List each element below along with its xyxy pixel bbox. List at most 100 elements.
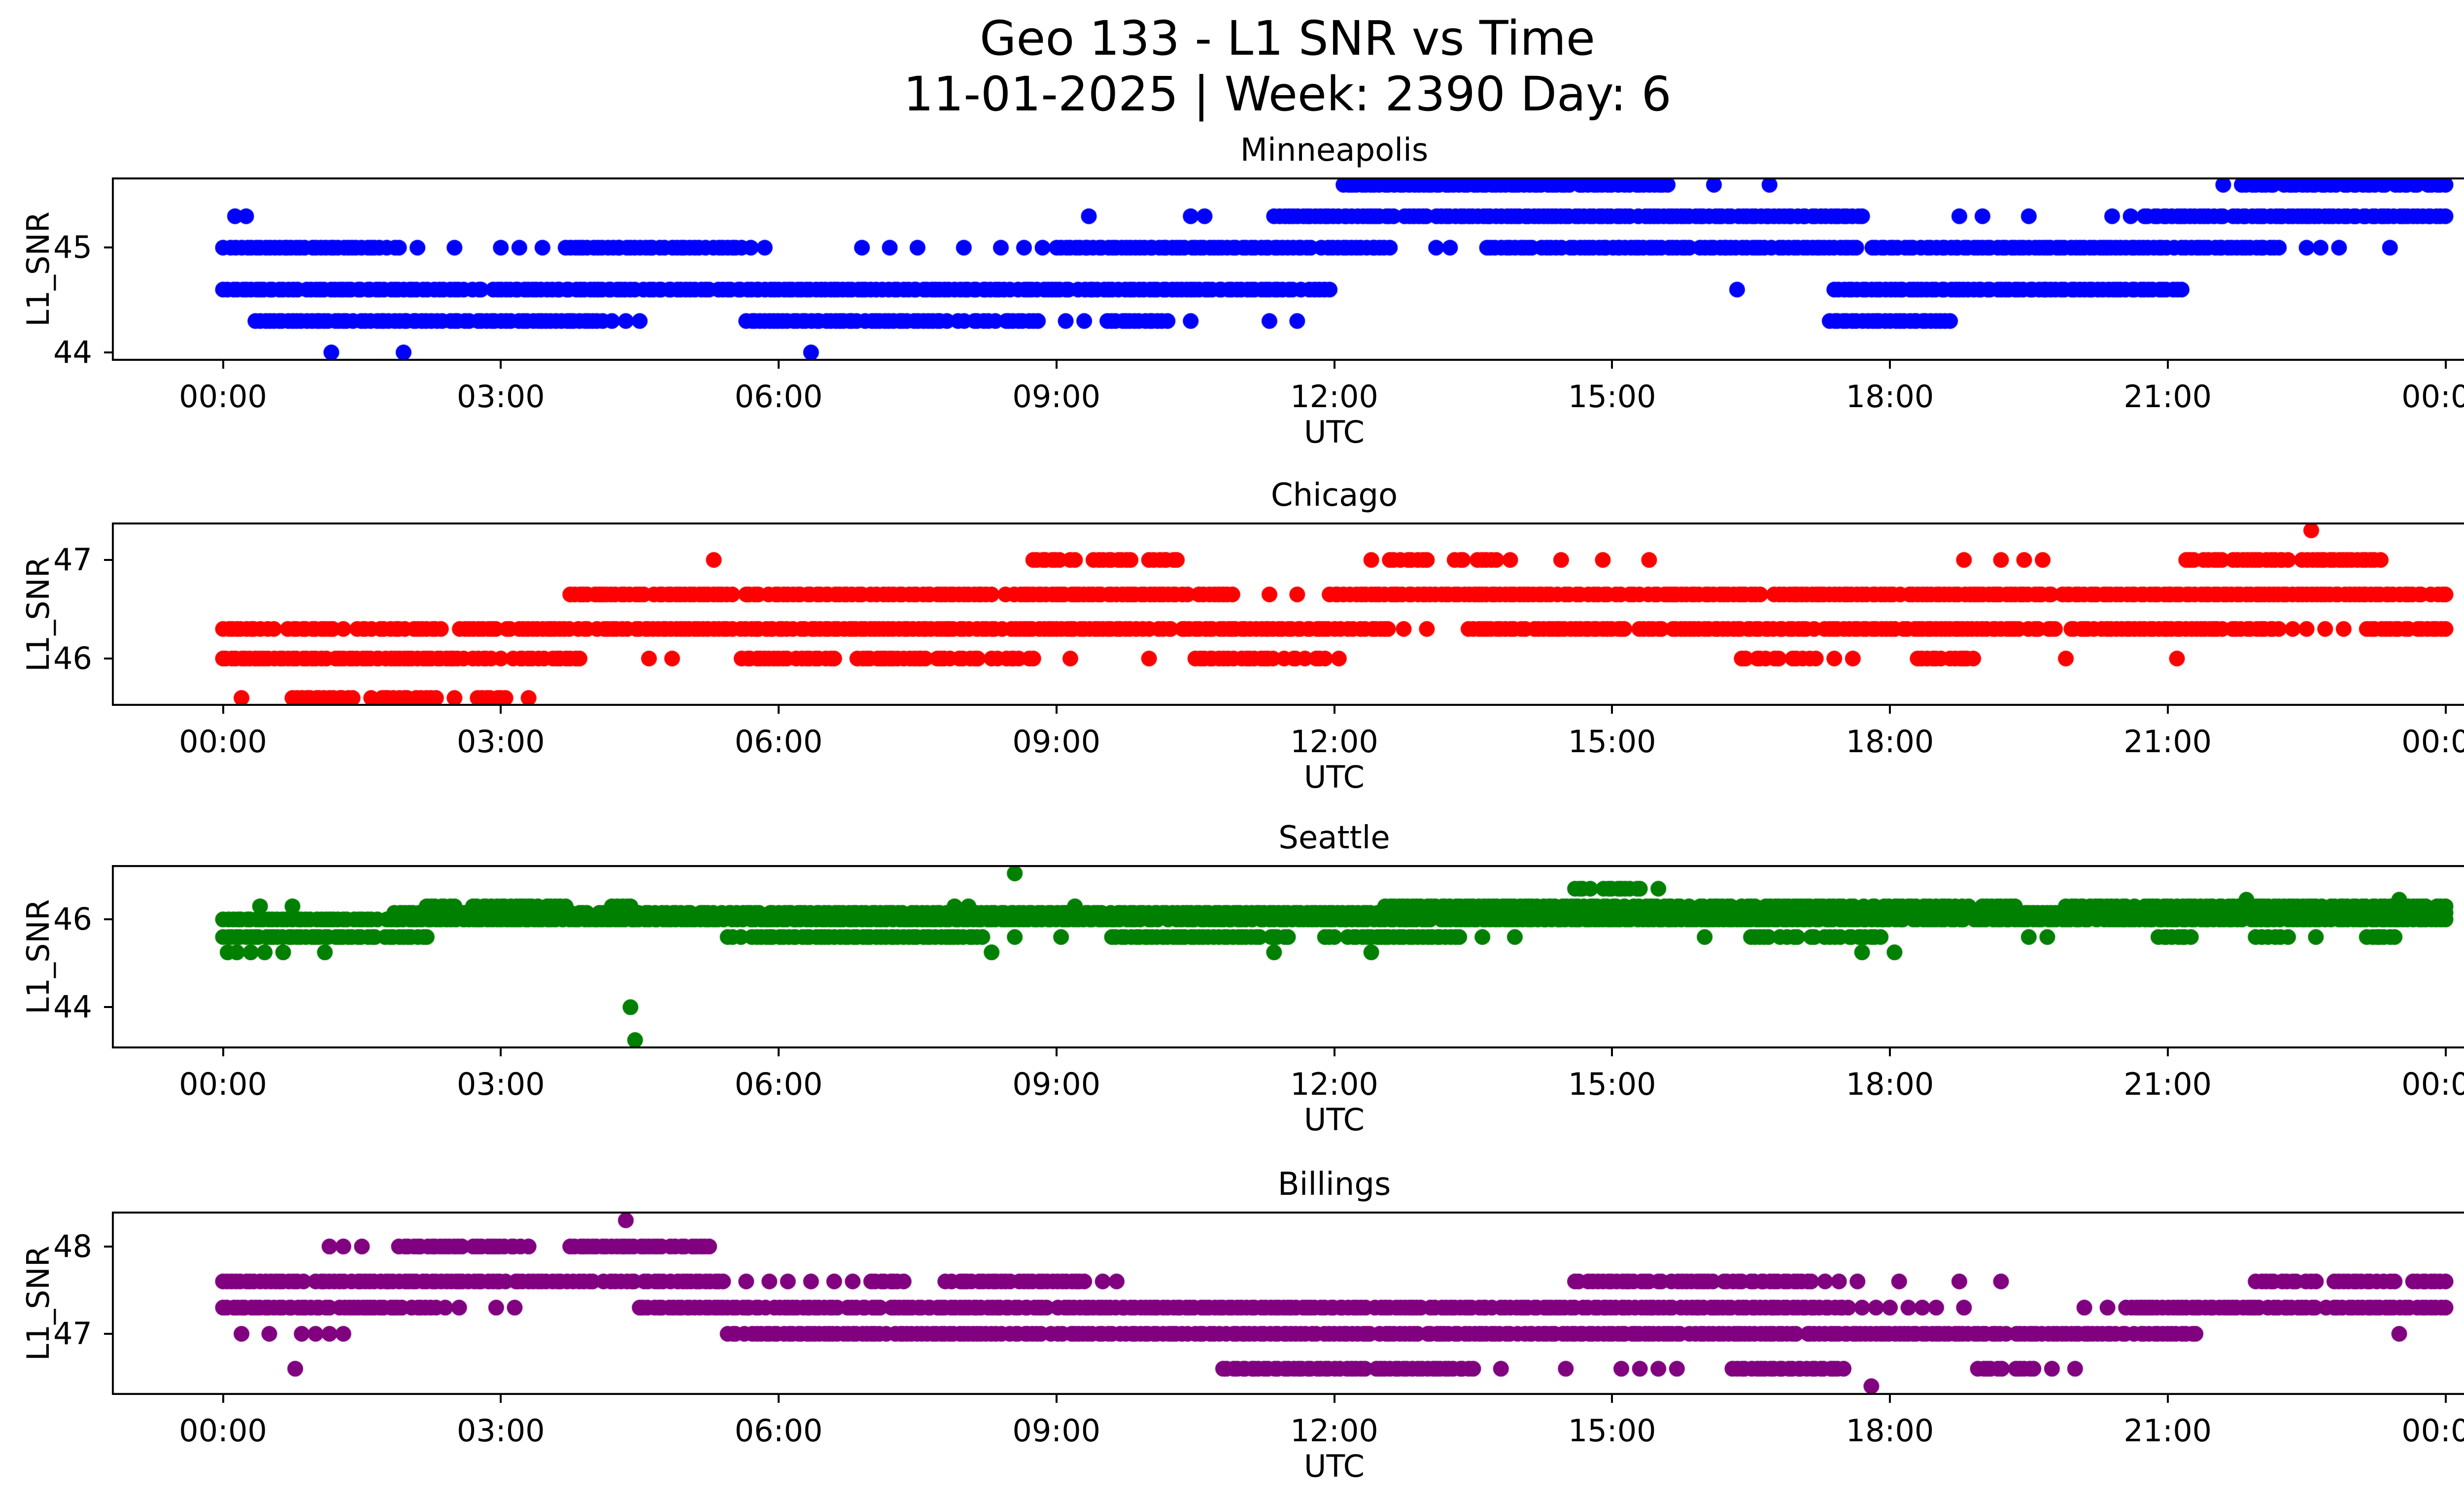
x-tick-mark <box>1055 1395 1058 1403</box>
x-tick-label: 00:00 <box>179 1066 267 1102</box>
x-tick-label: 12:00 <box>1290 379 1378 415</box>
x-tick-mark <box>1611 706 1613 714</box>
x-axis-label-minneapolis: UTC <box>1304 414 1365 450</box>
x-tick-mark <box>2444 1048 2447 1056</box>
x-tick-label: 18:00 <box>1846 724 1934 760</box>
x-tick-label: 06:00 <box>734 1066 823 1102</box>
x-tick-mark <box>2444 706 2447 714</box>
x-tick-label: 12:00 <box>1290 724 1378 760</box>
x-tick-label: 00:00 <box>2401 379 2464 415</box>
x-tick-label: 09:00 <box>1012 1413 1101 1449</box>
x-tick-label: 18:00 <box>1846 1066 1934 1102</box>
x-tick-mark <box>2444 361 2447 369</box>
x-tick-mark <box>2444 1395 2447 1403</box>
x-tick-mark <box>500 361 502 369</box>
y-tick-mark <box>104 918 112 921</box>
y-tick-mark <box>104 351 112 353</box>
x-tick-label: 21:00 <box>2123 1066 2212 1102</box>
x-axis-label-chicago: UTC <box>1304 759 1365 795</box>
x-tick-mark <box>222 1048 224 1056</box>
x-tick-mark <box>1889 1395 1891 1403</box>
x-tick-mark <box>222 361 224 369</box>
x-tick-label: 15:00 <box>1568 1066 1656 1102</box>
y-tick-label: 46 <box>53 901 92 938</box>
x-tick-label: 21:00 <box>2123 1413 2212 1449</box>
x-tick-label: 03:00 <box>456 1066 545 1102</box>
x-tick-mark <box>1333 706 1335 714</box>
x-tick-mark <box>1055 706 1058 714</box>
y-tick-mark <box>104 246 112 249</box>
y-tick-label: 45 <box>53 229 92 266</box>
x-tick-mark <box>500 1395 502 1403</box>
x-tick-mark <box>2166 706 2169 714</box>
x-tick-label: 21:00 <box>2123 724 2212 760</box>
x-tick-label: 06:00 <box>734 724 823 760</box>
y-tick-mark <box>104 559 112 561</box>
figure-title: Geo 133 - L1 SNR vs Time 11-01-2025 | We… <box>0 11 2464 122</box>
x-tick-label: 06:00 <box>734 1413 823 1449</box>
x-tick-mark <box>500 1048 502 1056</box>
x-tick-label: 00:00 <box>2401 1066 2464 1102</box>
x-tick-mark <box>2166 1395 2169 1403</box>
chicago-plot-canvas <box>112 522 2464 706</box>
y-tick-label: 47 <box>53 1316 92 1352</box>
x-tick-label: 09:00 <box>1012 724 1101 760</box>
x-tick-mark <box>1889 1048 1891 1056</box>
x-tick-mark <box>2166 361 2169 369</box>
x-tick-label: 12:00 <box>1290 1066 1378 1102</box>
y-tick-mark <box>104 1245 112 1248</box>
x-tick-mark <box>778 706 780 714</box>
x-tick-label: 03:00 <box>456 724 545 760</box>
seattle-plot-canvas <box>112 865 2464 1048</box>
x-tick-label: 09:00 <box>1012 1066 1101 1102</box>
y-tick-label: 44 <box>53 989 92 1025</box>
x-tick-label: 00:00 <box>179 1413 267 1449</box>
x-tick-label: 03:00 <box>456 1413 545 1449</box>
x-tick-label: 12:00 <box>1290 1413 1378 1449</box>
x-tick-label: 00:00 <box>2401 724 2464 760</box>
subplot-title-chicago: Chicago <box>1270 477 1398 514</box>
x-tick-label: 00:00 <box>2401 1413 2464 1449</box>
x-tick-label: 06:00 <box>734 379 823 415</box>
y-axis-label-minneapolis: L1_SNR <box>20 211 56 327</box>
figure-title-line2: 11-01-2025 | Week: 2390 Day: 6 <box>903 67 1672 122</box>
x-tick-label: 15:00 <box>1568 724 1656 760</box>
y-tick-mark <box>104 658 112 660</box>
x-tick-mark <box>1611 1048 1613 1056</box>
x-tick-mark <box>778 1048 780 1056</box>
x-tick-mark <box>1611 1395 1613 1403</box>
x-tick-mark <box>1889 361 1891 369</box>
figure-title-line1: Geo 133 - L1 SNR vs Time <box>980 11 1595 66</box>
y-tick-label: 46 <box>53 640 92 676</box>
x-tick-label: 00:00 <box>179 379 267 415</box>
x-tick-mark <box>222 706 224 714</box>
x-tick-mark <box>222 1395 224 1403</box>
minneapolis-plot-canvas <box>112 177 2464 361</box>
y-tick-mark <box>104 1006 112 1008</box>
x-tick-label: 18:00 <box>1846 1413 1934 1449</box>
x-tick-label: 03:00 <box>456 379 545 415</box>
x-tick-label: 15:00 <box>1568 1413 1656 1449</box>
y-tick-mark <box>104 1333 112 1335</box>
x-tick-mark <box>778 1395 780 1403</box>
x-tick-label: 15:00 <box>1568 379 1656 415</box>
subplot-title-minneapolis: Minneapolis <box>1240 132 1429 169</box>
x-tick-mark <box>1055 1048 1058 1056</box>
y-tick-label: 47 <box>53 542 92 578</box>
x-tick-mark <box>1611 361 1613 369</box>
x-tick-label: 00:00 <box>179 724 267 760</box>
x-tick-mark <box>2166 1048 2169 1056</box>
x-tick-mark <box>500 706 502 714</box>
x-axis-label-billings: UTC <box>1304 1448 1365 1484</box>
billings-plot-canvas <box>112 1212 2464 1395</box>
x-tick-mark <box>1055 361 1058 369</box>
y-tick-label: 44 <box>53 334 92 370</box>
x-tick-mark <box>1333 1048 1335 1056</box>
x-tick-mark <box>778 361 780 369</box>
x-tick-mark <box>1889 706 1891 714</box>
x-tick-mark <box>1333 361 1335 369</box>
x-axis-label-seattle: UTC <box>1304 1102 1365 1138</box>
x-tick-label: 21:00 <box>2123 379 2212 415</box>
x-tick-label: 09:00 <box>1012 379 1101 415</box>
